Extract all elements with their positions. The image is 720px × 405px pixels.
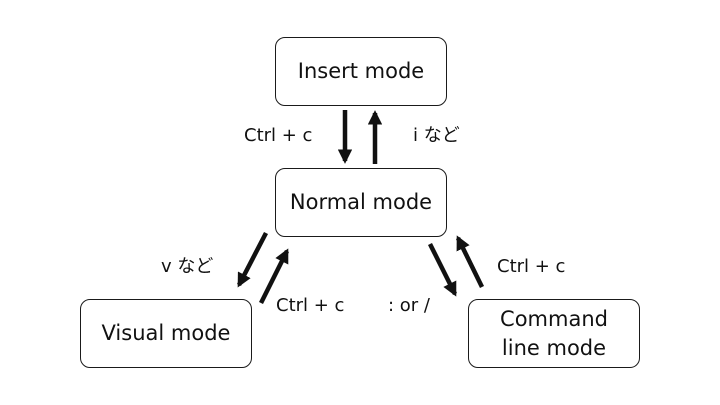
label-normal-to-visual: v など (161, 256, 214, 277)
label-normal-to-command: : or / (388, 295, 430, 316)
command-line-mode-label: Command line mode (500, 306, 608, 360)
normal-mode-label: Normal mode (289, 190, 433, 214)
label-visual-to-normal: Ctrl + c (276, 295, 345, 316)
label-insert-to-normal: Ctrl + c (244, 125, 313, 146)
arrow-normal-to-visual (237, 231, 268, 288)
visual-mode-box: Visual mode (80, 299, 252, 368)
label-command-to-normal: Ctrl + c (497, 256, 566, 277)
label-normal-to-insert: i など (413, 125, 460, 146)
insert-mode-label: Insert mode (297, 59, 425, 83)
command-line-mode-box: Command line mode (468, 299, 640, 368)
arrow-normal-to-command (427, 242, 458, 297)
insert-mode-box: Insert mode (275, 37, 447, 106)
arrow-command-to-normal (455, 235, 485, 288)
visual-mode-label: Visual mode (101, 321, 231, 345)
normal-mode-box: Normal mode (275, 168, 447, 237)
arrow-visual-to-normal (258, 248, 290, 305)
